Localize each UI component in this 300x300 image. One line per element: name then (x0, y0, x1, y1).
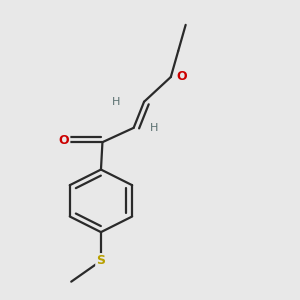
Text: O: O (176, 70, 187, 83)
Text: S: S (97, 254, 106, 267)
Text: O: O (176, 70, 187, 83)
Text: O: O (58, 134, 69, 147)
Text: S: S (97, 254, 106, 267)
Text: O: O (58, 134, 69, 147)
Text: H: H (150, 123, 159, 133)
Text: H: H (112, 97, 120, 107)
